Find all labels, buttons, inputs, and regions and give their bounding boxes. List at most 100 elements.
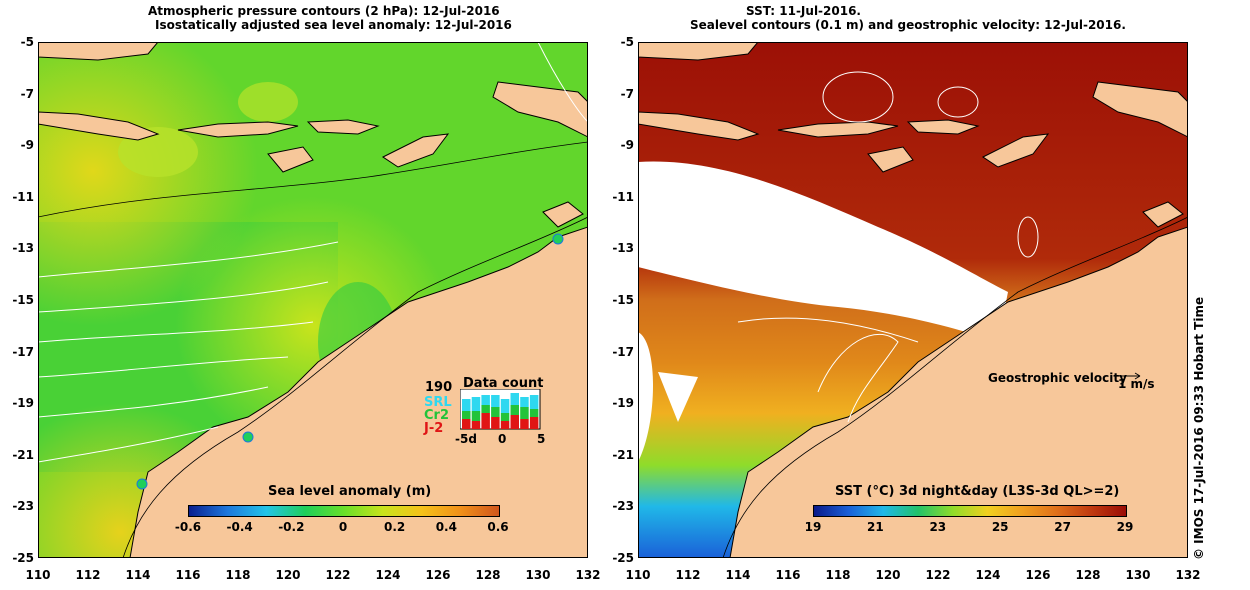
histogram-bar	[510, 393, 519, 405]
sla-x-tick-label: 112	[75, 568, 101, 582]
histogram-bar	[510, 405, 519, 415]
sla-x-tick-label: 122	[325, 568, 351, 582]
sst-y-tick-label: -25	[612, 551, 634, 565]
histogram-bar	[529, 395, 539, 409]
sst-y-tick-label: -19	[612, 396, 634, 411]
sst-y-tick-label: -9	[620, 138, 634, 153]
histogram-bar	[481, 405, 490, 413]
histogram-bar	[491, 407, 500, 417]
data-count-label-0: 0	[498, 432, 507, 446]
histogram-bar	[529, 417, 539, 429]
sst-y-tick-label: -7	[620, 86, 634, 101]
histogram-bar	[481, 395, 490, 405]
histogram-bar	[491, 417, 500, 429]
histogram-bar	[491, 395, 500, 407]
sst-y-tick-label: -5	[620, 35, 634, 49]
sla-colorbar-tick-label: 0.4	[435, 520, 457, 534]
sla-y-tick-label: -9	[20, 138, 34, 153]
sla-colorbar	[188, 505, 500, 517]
left-title-line1: Atmospheric pressure contours (2 hPa): 1…	[148, 4, 500, 18]
data-count-total: 190	[425, 380, 453, 395]
sla-x-tick-label: 116	[175, 568, 201, 582]
histogram-bar	[520, 397, 529, 407]
sla-x-tick-label: 120	[275, 568, 301, 582]
histogram-bar	[462, 399, 471, 411]
sst-map-panel	[638, 42, 1188, 558]
histogram-bar	[510, 415, 519, 429]
sst-y-tick-label: -23	[612, 499, 634, 514]
velocity-key-label: Geostrophic velocity	[988, 371, 1127, 385]
sst-colorbar-tick-label: 23	[929, 520, 947, 534]
histogram-bar	[529, 409, 539, 417]
sla-x-tick-label: 114	[125, 568, 151, 582]
sst-y-tick-label: -13	[612, 241, 634, 256]
sla-x-tick-label: 128	[475, 568, 501, 582]
sst-map	[638, 42, 1188, 558]
sst-x-tick-label: 114	[725, 568, 751, 582]
histogram-bar	[500, 421, 510, 429]
right-title-line1: SST: 11-Jul-2016.	[746, 4, 861, 18]
mission-j2: J-2	[424, 421, 444, 436]
sst-x-tick-label: 126	[1025, 568, 1051, 582]
histogram-bar	[520, 407, 529, 419]
sla-x-tick-label: 132	[575, 568, 601, 582]
sla-y-tick-label: -23	[12, 499, 34, 514]
velocity-key-unit: 1 m/s	[1118, 377, 1155, 391]
sla-x-tick-label: 126	[425, 568, 451, 582]
histogram-bar	[520, 419, 529, 429]
data-count-label-minus5d: -5d	[455, 432, 477, 446]
sst-x-tick-label: 118	[825, 568, 851, 582]
sst-map-frame	[638, 42, 1188, 558]
sla-colorbar-tick-label: -0.2	[278, 520, 305, 534]
mission-srl: SRL	[424, 395, 452, 410]
sla-y-tick-label: -13	[12, 241, 34, 256]
sla-colorbar-tick-label: 0.2	[384, 520, 406, 534]
sla-y-tick-label: -5	[20, 35, 34, 49]
left-title-line2: Isostatically adjusted sea level anomaly…	[155, 18, 512, 32]
sla-x-tick-label: 124	[375, 568, 401, 582]
sst-x-tick-label: 112	[675, 568, 701, 582]
sla-map	[38, 42, 588, 558]
histogram-bar	[471, 397, 481, 411]
data-count-label-5: 5	[537, 432, 546, 446]
sst-colorbar-tick-label: 21	[867, 520, 884, 534]
sla-colorbar-title: Sea level anomaly (m)	[268, 484, 432, 499]
sst-y-tick-label: -15	[612, 293, 634, 307]
histogram-bar	[471, 411, 481, 421]
sst-x-tick-label: 120	[875, 568, 901, 582]
right-title-line2: Sealevel contours (0.1 m) and geostrophi…	[690, 18, 1126, 32]
sla-map-frame	[38, 42, 588, 558]
sst-x-tick-label: 128	[1075, 568, 1101, 582]
imos-credit: © IMOS 17-Jul-2016 09:33 Hobart Time	[1192, 296, 1206, 560]
sst-colorbar-tick-label: 29	[1116, 520, 1134, 534]
histogram-bar	[462, 411, 471, 419]
data-count-histogram	[460, 389, 541, 430]
data-count-title: Data count	[463, 376, 544, 391]
sst-x-tick-label: 110	[625, 568, 651, 582]
histogram-bar	[500, 413, 510, 421]
sst-y-tick-label: -17	[612, 344, 634, 359]
sla-colorbar-tick-label: -0.4	[226, 520, 253, 534]
sla-y-tick-label: -21	[12, 447, 34, 462]
sla-y-tick-label: -11	[12, 189, 34, 204]
sla-x-tick-label: 118	[225, 568, 251, 582]
sla-y-tick-label: -15	[12, 293, 34, 307]
sst-x-tick-label: 130	[1125, 568, 1151, 582]
histogram-bar	[500, 399, 510, 413]
sst-x-tick-label: 132	[1175, 568, 1201, 582]
sst-colorbar-tick-label: 19	[804, 520, 822, 534]
sst-y-tick-label: -11	[612, 189, 634, 204]
sst-colorbar-tick-label: 25	[991, 520, 1009, 534]
sla-map-panel	[38, 42, 588, 558]
sst-x-tick-label: 124	[975, 568, 1001, 582]
sst-x-tick-label: 116	[775, 568, 801, 582]
sst-colorbar-title: SST (°C) 3d night&day (L3S-3d QL>=2)	[835, 484, 1120, 499]
sla-y-tick-label: -25	[12, 551, 34, 565]
sst-colorbar	[813, 505, 1127, 517]
sla-colorbar-tick-label: 0	[338, 520, 348, 534]
sst-colorbar-tick-label: 27	[1054, 520, 1071, 534]
sla-y-tick-label: -19	[12, 396, 34, 411]
sla-x-tick-label: 130	[525, 568, 551, 582]
histogram-bar	[471, 421, 481, 429]
sla-y-tick-label: -7	[20, 86, 34, 101]
